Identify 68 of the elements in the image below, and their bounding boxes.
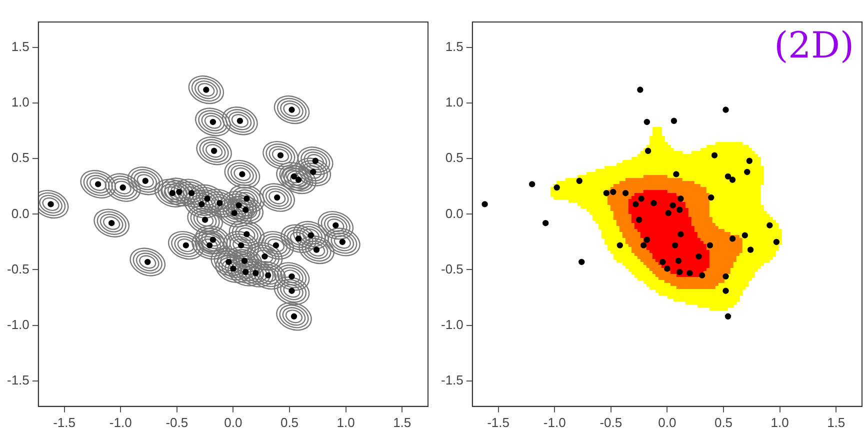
point bbox=[747, 246, 754, 253]
point bbox=[638, 196, 644, 202]
y-tick-label: -0.5 bbox=[6, 261, 30, 276]
x-tick-label: -0.5 bbox=[600, 414, 622, 430]
point bbox=[644, 118, 650, 126]
point bbox=[670, 118, 678, 124]
point bbox=[722, 106, 729, 113]
x-tick-label: 0.5 bbox=[280, 414, 299, 430]
point bbox=[644, 148, 652, 154]
point bbox=[578, 258, 585, 266]
x-tick-label: -1.0 bbox=[109, 414, 132, 430]
point bbox=[696, 253, 702, 260]
y-tick-label: 0.5 bbox=[445, 150, 464, 166]
point bbox=[773, 238, 780, 246]
point bbox=[724, 173, 732, 180]
y-tick-label: -0.5 bbox=[440, 261, 464, 276]
point bbox=[729, 236, 736, 242]
y-tick-label: 0.0 bbox=[11, 206, 30, 221]
y-tick-label: -1.5 bbox=[440, 372, 464, 388]
x-tick-label: 1.5 bbox=[393, 414, 412, 430]
y-tick-label: 0.5 bbox=[11, 150, 30, 166]
y-tick-label: 1.5 bbox=[445, 39, 464, 54]
point bbox=[576, 178, 582, 184]
point bbox=[706, 242, 714, 248]
x-tick-label: 0.0 bbox=[224, 414, 242, 430]
x-tick-label: 0.0 bbox=[658, 414, 676, 430]
annotation: (2D) bbox=[774, 25, 854, 66]
point bbox=[676, 206, 683, 213]
point bbox=[676, 268, 683, 276]
y-tick-label: -1.0 bbox=[6, 316, 30, 332]
point bbox=[554, 184, 560, 191]
point bbox=[610, 188, 616, 196]
point bbox=[673, 171, 680, 178]
point bbox=[722, 273, 729, 280]
x-tick-label: -0.5 bbox=[166, 414, 188, 430]
point bbox=[650, 200, 657, 206]
point bbox=[542, 220, 549, 226]
point bbox=[742, 232, 748, 238]
point bbox=[670, 202, 676, 208]
x-tick-label: 1.0 bbox=[770, 414, 789, 430]
point bbox=[637, 86, 644, 93]
point bbox=[636, 216, 642, 223]
point bbox=[640, 242, 647, 248]
point bbox=[528, 181, 536, 188]
x-tick-label: -1.5 bbox=[487, 414, 510, 430]
y-tick-label: 1.0 bbox=[11, 94, 30, 110]
y-tick-label: 1.0 bbox=[445, 94, 464, 110]
point bbox=[744, 168, 750, 176]
point bbox=[678, 196, 684, 202]
y-tick-label: 0.0 bbox=[445, 206, 464, 221]
x-tick-label: -1.0 bbox=[543, 414, 566, 430]
point bbox=[724, 313, 732, 320]
point bbox=[616, 242, 624, 248]
y-tick-label: -1.0 bbox=[440, 316, 464, 332]
point bbox=[766, 222, 773, 228]
point bbox=[622, 190, 629, 196]
point bbox=[603, 190, 610, 196]
y-tick-label: 1.5 bbox=[11, 39, 30, 54]
x-tick-label: 1.5 bbox=[827, 414, 846, 430]
point bbox=[746, 158, 752, 164]
point bbox=[482, 201, 488, 208]
point bbox=[660, 258, 666, 266]
x-tick-label: -1.5 bbox=[53, 414, 76, 430]
point bbox=[644, 236, 650, 243]
x-tick-label: 1.0 bbox=[336, 414, 355, 430]
x-tick-label: 0.5 bbox=[714, 414, 733, 430]
point bbox=[664, 266, 670, 272]
y-tick-label: -1.5 bbox=[6, 372, 30, 388]
